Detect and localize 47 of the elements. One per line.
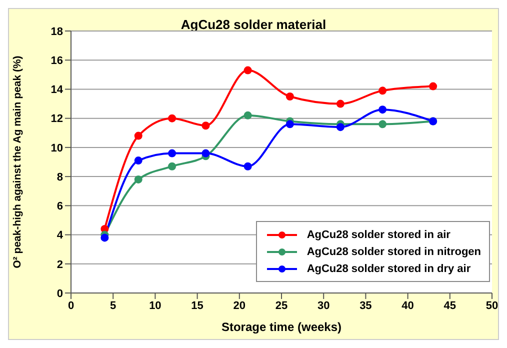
point: [286, 92, 294, 100]
point: [286, 120, 294, 128]
point: [134, 156, 142, 165]
y-tick-label: 2: [56, 258, 63, 271]
point: [202, 149, 210, 158]
y-tick-label: 18: [50, 26, 63, 38]
point: [244, 162, 252, 170]
legend-label: AgCu28 solder stored in air: [306, 228, 450, 240]
point: [244, 111, 252, 120]
y-tick-label: 0: [56, 288, 63, 300]
chart-title: AgCu28 solder material: [180, 17, 326, 32]
x-tick-label: 45: [444, 300, 456, 312]
x-tick-label: 20: [233, 300, 246, 312]
x-tick-label: 40: [402, 300, 414, 312]
x-axis-title: Storage time (weeks): [221, 320, 342, 334]
y-tick-label: 6: [56, 200, 63, 213]
point: [378, 86, 387, 95]
point: [336, 100, 344, 108]
point: [378, 106, 387, 114]
legend-label: AgCu28 solder stored in dry air: [306, 262, 471, 274]
x-tick-label: 50: [486, 300, 498, 312]
point: [168, 162, 176, 170]
x-tick-label: 25: [275, 300, 288, 312]
point: [202, 122, 210, 130]
point: [336, 123, 344, 132]
point: [429, 82, 438, 90]
x-tick-label: 0: [68, 300, 74, 312]
y-tick-label: 8: [56, 171, 63, 184]
x-tick-label: 35: [360, 300, 372, 312]
x-tick-label: 30: [317, 300, 330, 312]
x-tick-label: 10: [149, 300, 162, 312]
point: [168, 149, 176, 158]
y-tick-label: 14: [50, 84, 64, 96]
point: [168, 114, 176, 122]
y-tick-label: 16: [50, 55, 63, 68]
point: [244, 66, 252, 74]
legend-label: AgCu28 solder stored in nitrogen: [306, 246, 481, 258]
point: [378, 120, 387, 128]
y-tick-label: 4: [56, 230, 64, 242]
point: [100, 234, 109, 242]
x-tick-label: 15: [191, 300, 204, 312]
x-tick-label: 5: [110, 300, 116, 312]
y-tick-label: 10: [50, 142, 63, 154]
point: [134, 132, 142, 140]
y-tick-label: 12: [50, 113, 63, 126]
y-axis-title: O² peak-high against the Ag main peak (%): [12, 56, 24, 268]
point: [134, 175, 142, 184]
